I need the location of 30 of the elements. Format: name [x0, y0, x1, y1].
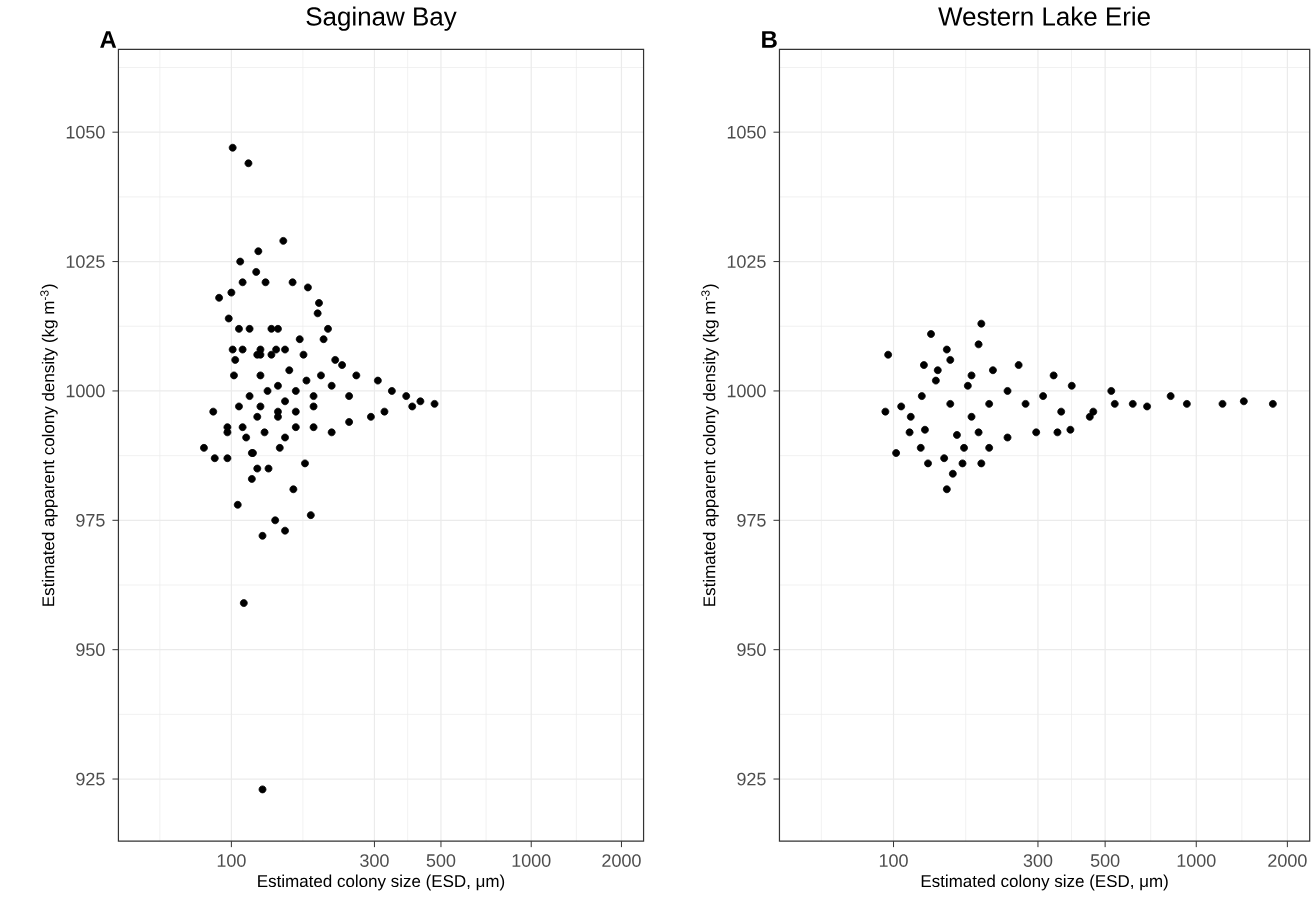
y-tick-label: 1025 — [727, 255, 766, 268]
x-tick-label: 300 — [360, 854, 389, 867]
text: A — [100, 31, 117, 48]
x-tick-label: 100 — [879, 854, 908, 867]
y-tick-label: 1025 — [66, 255, 105, 268]
x-tick-label: 1000 — [512, 854, 551, 867]
y-tick-label: 975 — [76, 513, 105, 527]
y-tick-label: 1000 — [727, 384, 766, 398]
x-tick-label: 1000 — [1177, 854, 1216, 867]
chart-title: Western Lake Erie — [938, 6, 1150, 26]
y-tick-label: 925 — [76, 772, 105, 786]
y-tick-label: 950 — [737, 643, 766, 657]
y-tick-label: 975 — [737, 513, 766, 527]
text: B — [762, 31, 777, 48]
x-axis-title: Estimated colony size (ESD, μm) — [258, 874, 505, 891]
x-tick-label: 500 — [1090, 854, 1120, 867]
x-tick-label: 500 — [426, 854, 456, 867]
x-tick-label: 100 — [217, 854, 246, 867]
chart-title: Saginaw Bay — [306, 6, 457, 31]
y-tick-label: 1050 — [66, 125, 105, 139]
x-tick-label: 2000 — [602, 854, 641, 867]
y-axis-title: Estimated apparent colony density (kg m$^{-3}$) — [701, 284, 719, 606]
x-axis-title: Estimated colony size (ESD, μm) — [921, 874, 1168, 891]
x-tick-label: 300 — [1023, 854, 1053, 867]
y-tick-label: 1000 — [66, 384, 105, 398]
y-axis-title: Estimated apparent colony density (kg m$^{-3}$) — [40, 284, 58, 606]
y-tick-label: 925 — [737, 772, 766, 786]
x-tick-label: 2000 — [1268, 854, 1307, 867]
y-tick-label: 950 — [76, 643, 105, 657]
y-tick-label: 1050 — [727, 125, 766, 139]
